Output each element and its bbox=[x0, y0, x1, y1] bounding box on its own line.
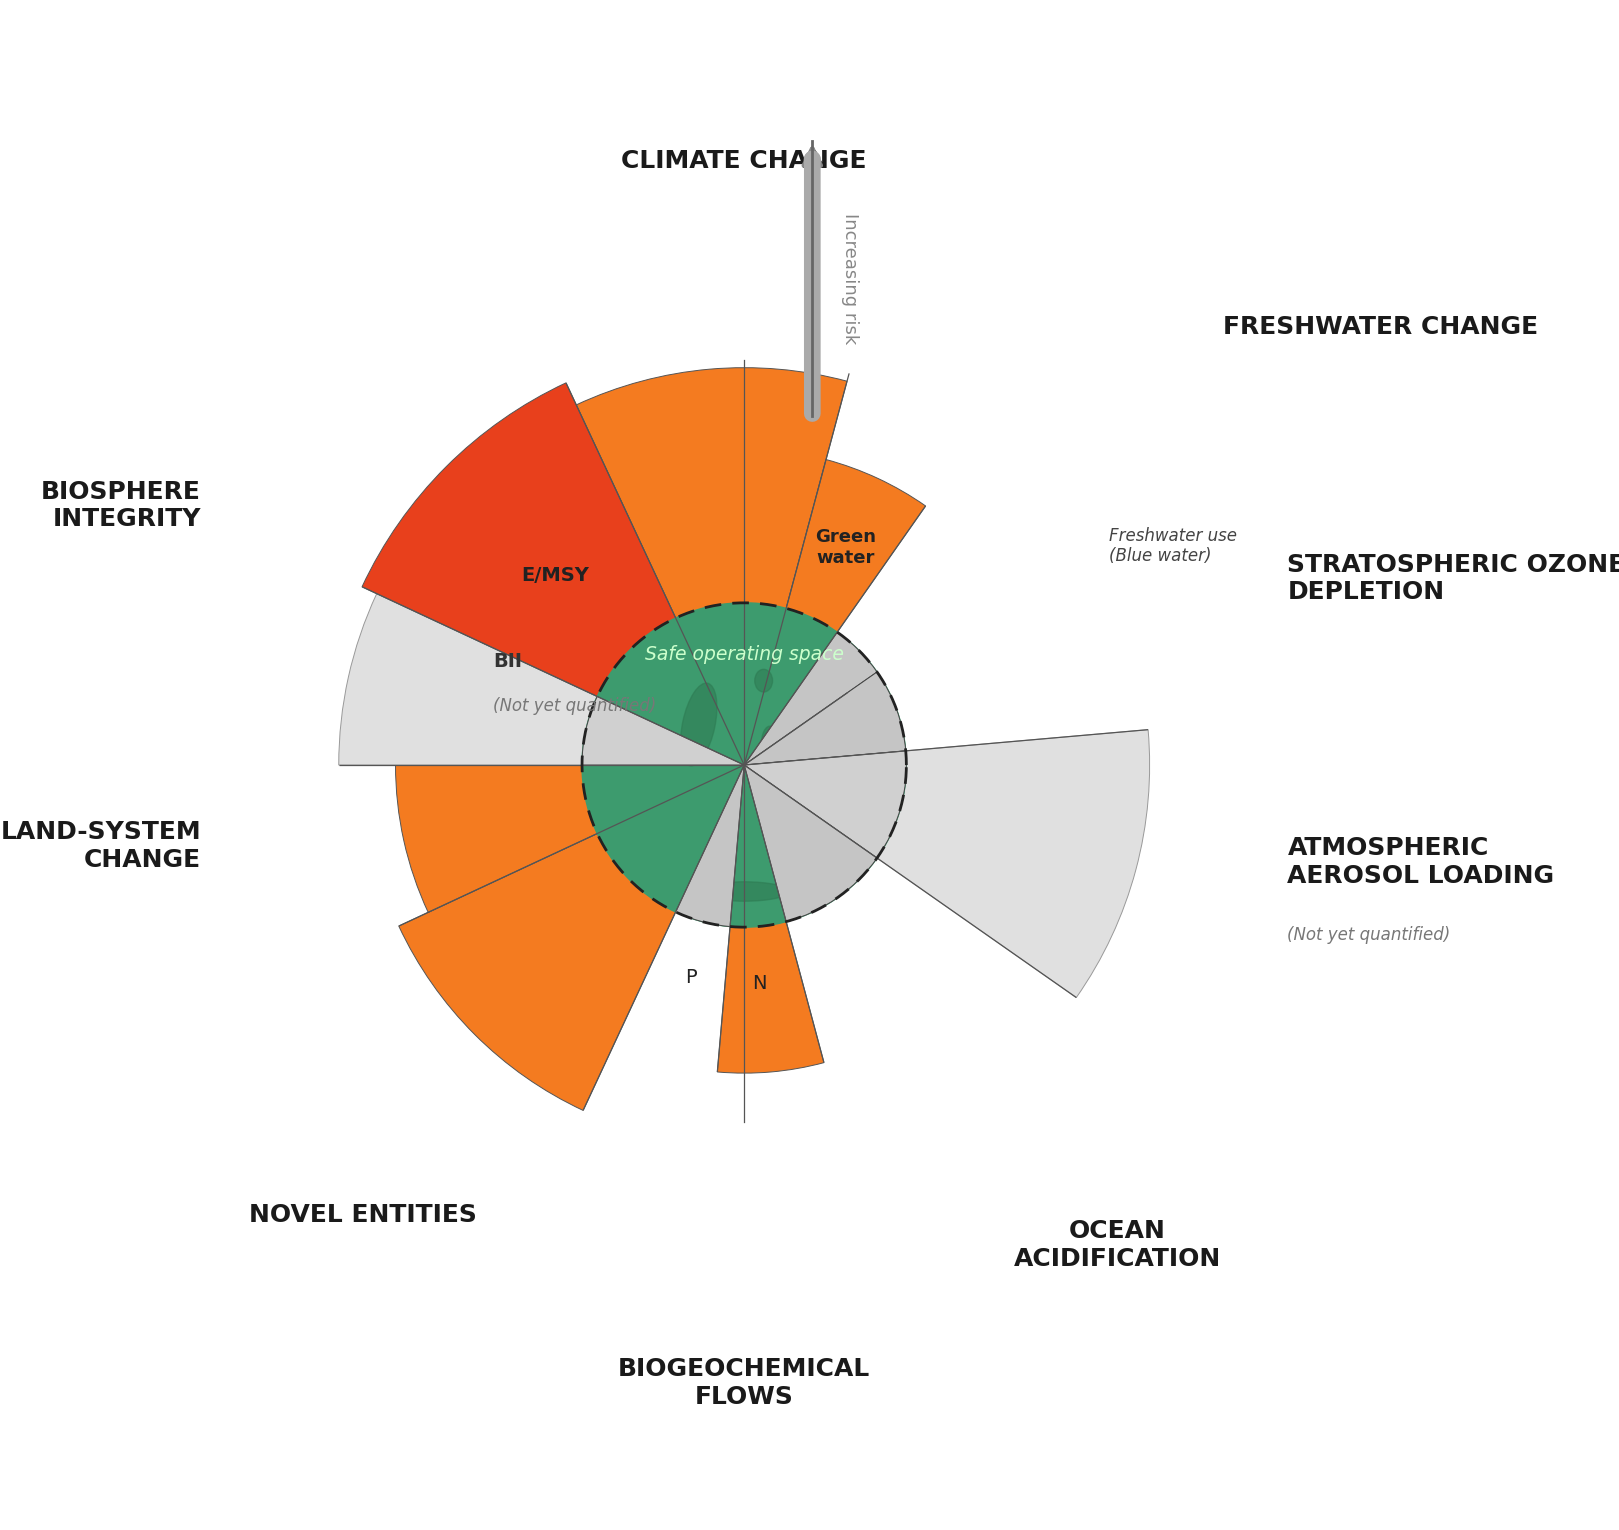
Wedge shape bbox=[717, 765, 824, 1073]
Text: LAND-SYSTEM
CHANGE: LAND-SYSTEM CHANGE bbox=[0, 820, 201, 872]
Text: P: P bbox=[685, 968, 698, 987]
Text: N: N bbox=[753, 975, 767, 993]
Wedge shape bbox=[576, 367, 847, 765]
Ellipse shape bbox=[816, 797, 842, 814]
Text: (Not yet quantified): (Not yet quantified) bbox=[492, 696, 656, 715]
Wedge shape bbox=[745, 632, 877, 765]
Text: OCEAN
ACIDIFICATION: OCEAN ACIDIFICATION bbox=[1013, 1219, 1221, 1271]
Ellipse shape bbox=[761, 727, 782, 777]
Wedge shape bbox=[745, 751, 907, 858]
Ellipse shape bbox=[795, 695, 856, 737]
Wedge shape bbox=[675, 765, 745, 927]
Wedge shape bbox=[363, 382, 745, 765]
Wedge shape bbox=[745, 704, 850, 765]
Text: Freshwater use
(Blue water): Freshwater use (Blue water) bbox=[1109, 526, 1237, 566]
Wedge shape bbox=[581, 696, 745, 765]
Wedge shape bbox=[398, 765, 745, 1111]
Ellipse shape bbox=[754, 669, 772, 692]
Wedge shape bbox=[338, 594, 745, 765]
Wedge shape bbox=[695, 765, 745, 881]
Text: CLIMATE CHANGE: CLIMATE CHANGE bbox=[622, 148, 866, 173]
Text: BII: BII bbox=[492, 652, 521, 672]
Wedge shape bbox=[745, 765, 848, 887]
Ellipse shape bbox=[680, 682, 717, 767]
Text: NOVEL ENTITIES: NOVEL ENTITIES bbox=[249, 1203, 478, 1227]
Wedge shape bbox=[745, 459, 926, 765]
Circle shape bbox=[581, 603, 907, 927]
Text: (Not yet quantified): (Not yet quantified) bbox=[1287, 926, 1451, 944]
Wedge shape bbox=[745, 765, 877, 921]
Text: E/MSY: E/MSY bbox=[521, 566, 589, 586]
Wedge shape bbox=[745, 672, 905, 765]
Text: BIOGEOCHEMICAL
FLOWS: BIOGEOCHEMICAL FLOWS bbox=[618, 1357, 871, 1409]
Text: BIOSPHERE
INTEGRITY: BIOSPHERE INTEGRITY bbox=[40, 479, 201, 531]
Text: Green
water: Green water bbox=[814, 528, 876, 568]
Text: Safe operating space: Safe operating space bbox=[644, 646, 843, 664]
Text: FRESHWATER CHANGE: FRESHWATER CHANGE bbox=[1222, 315, 1538, 340]
Text: Increasing risk: Increasing risk bbox=[842, 213, 860, 344]
Text: STRATOSPHERIC OZONE
DEPLETION: STRATOSPHERIC OZONE DEPLETION bbox=[1287, 552, 1619, 604]
Ellipse shape bbox=[699, 881, 788, 901]
Wedge shape bbox=[745, 730, 1149, 998]
Text: ATMOSPHERIC
AEROSOL LOADING: ATMOSPHERIC AEROSOL LOADING bbox=[1287, 837, 1554, 889]
Wedge shape bbox=[745, 666, 843, 765]
Wedge shape bbox=[395, 765, 745, 912]
